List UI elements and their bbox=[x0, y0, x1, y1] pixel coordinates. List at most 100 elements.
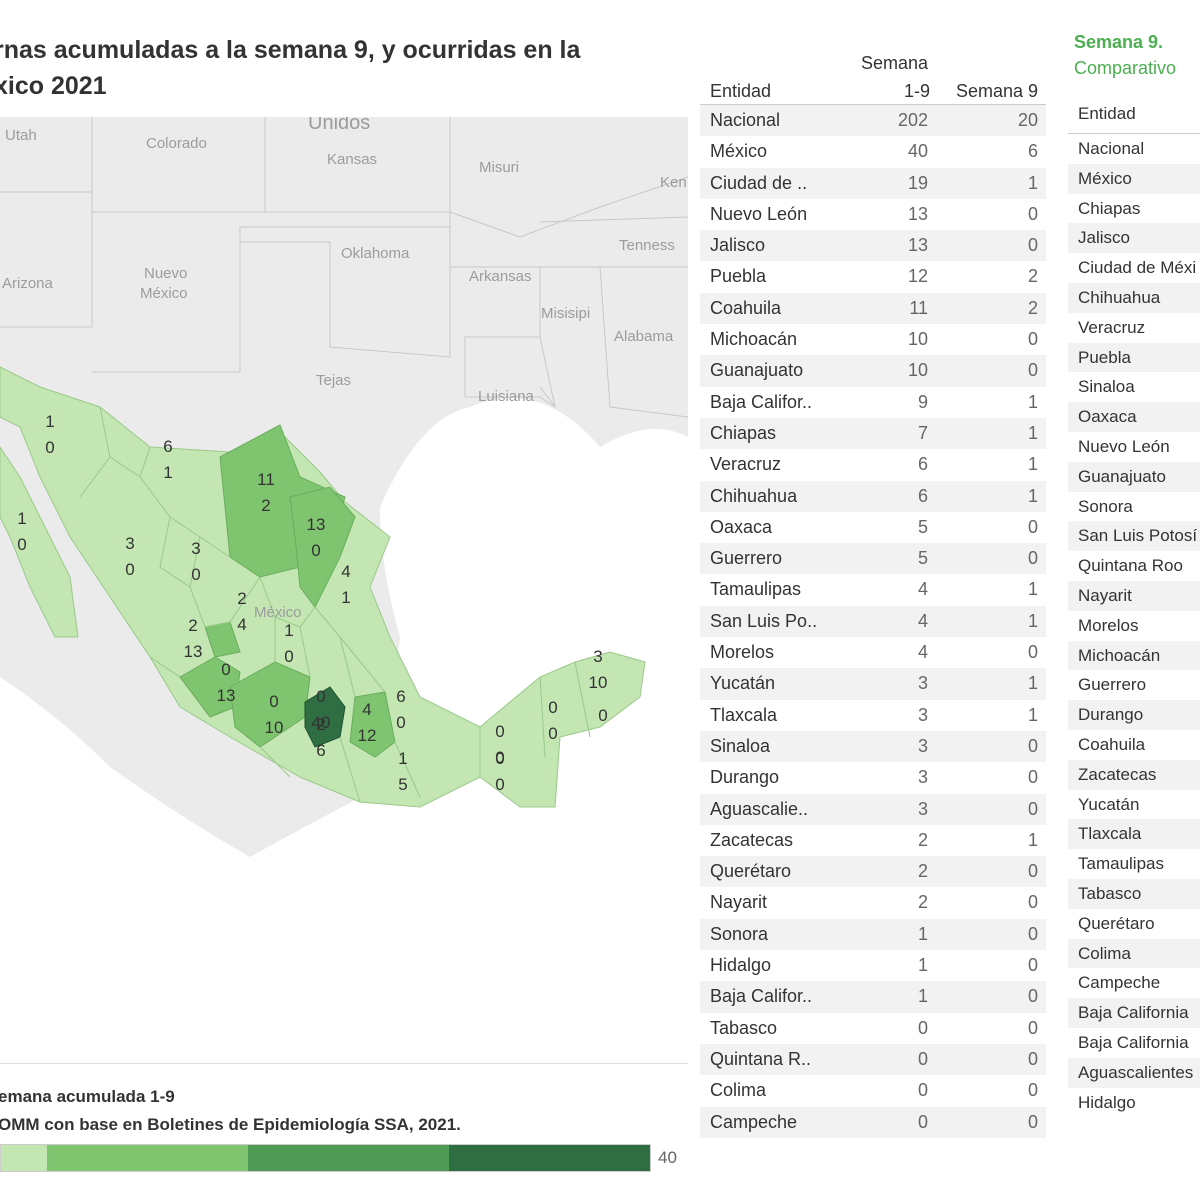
comparison-row[interactable]: Oaxaca bbox=[1068, 402, 1200, 432]
cell-entity: Guanajuato bbox=[710, 360, 804, 381]
table-row[interactable]: Nacional 202 20 bbox=[700, 105, 1046, 137]
comparison-row[interactable]: Baja California bbox=[1068, 998, 1200, 1028]
comparison-row[interactable]: Tamaulipas bbox=[1078, 854, 1164, 874]
comparison-row[interactable]: Nayarit bbox=[1068, 580, 1200, 611]
table-row[interactable]: Guerrero 5 0 bbox=[700, 543, 1046, 575]
table-row[interactable]: Sonora 1 0 bbox=[700, 918, 1046, 951]
table-row[interactable]: Zacatecas 2 1 bbox=[700, 825, 1046, 856]
comparison-row[interactable]: Tabasco bbox=[1068, 878, 1200, 909]
table-row[interactable]: Tabasco 0 0 bbox=[700, 1013, 1046, 1044]
table-row[interactable]: Colima 0 0 bbox=[700, 1075, 1046, 1106]
table-row[interactable]: San Luis Po.. 4 1 bbox=[700, 605, 1046, 638]
comparison-row[interactable]: Campeche bbox=[1078, 973, 1161, 993]
cell-accumulated: 3 bbox=[917, 767, 928, 788]
table-row[interactable]: Morelos 4 0 bbox=[700, 637, 1046, 668]
state-accumulated-count: 1 bbox=[398, 749, 407, 768]
table-row[interactable]: Puebla 12 2 bbox=[700, 261, 1046, 292]
comparison-row[interactable]: Coahuila bbox=[1078, 734, 1146, 754]
col-header-entity[interactable]: Entidad bbox=[710, 81, 772, 101]
table-row[interactable]: Aguascalie.. 3 0 bbox=[700, 793, 1046, 825]
cell-accumulated: 3 bbox=[917, 673, 928, 694]
comparison-row[interactable]: Morelos bbox=[1078, 615, 1139, 635]
table-row[interactable]: Oaxaca 5 0 bbox=[700, 512, 1046, 543]
cell-entity: Nuevo León bbox=[710, 203, 808, 224]
col-header-accumulated-line2[interactable]: 1-9 bbox=[903, 81, 930, 101]
comparison-row[interactable]: Chiapas bbox=[1078, 198, 1141, 218]
baja-california-sur[interactable] bbox=[0, 446, 79, 638]
comparison-row[interactable]: Yucatán bbox=[1078, 794, 1140, 814]
table-row[interactable]: Veracruz 6 1 bbox=[700, 449, 1046, 480]
table-row[interactable]: Chihuahua 6 1 bbox=[700, 480, 1046, 512]
cell-accumulated: 3 bbox=[917, 798, 928, 819]
table-row[interactable]: Campeche 0 0 bbox=[700, 1106, 1046, 1138]
comparison-row[interactable]: Tlaxcala bbox=[1068, 819, 1200, 850]
table-row[interactable]: Chiapas 7 1 bbox=[700, 417, 1046, 450]
state-week-count: 13 bbox=[217, 686, 236, 705]
table-row[interactable]: Nayarit 2 0 bbox=[700, 887, 1046, 918]
state-accumulated-count: 3 bbox=[593, 647, 602, 666]
table-row[interactable]: Nuevo León 13 0 bbox=[700, 199, 1046, 230]
cell-entity: Sinaloa bbox=[710, 735, 771, 756]
state-week-count: 5 bbox=[398, 775, 407, 794]
comparison-row[interactable]: Querétaro bbox=[1078, 913, 1155, 933]
comparison-row[interactable]: Baja California bbox=[1078, 1032, 1189, 1052]
table-row[interactable]: Coahuila 11 2 bbox=[700, 292, 1046, 325]
cell-week: 0 bbox=[1027, 798, 1038, 819]
region-label: Misuri bbox=[479, 159, 519, 176]
comparison-row[interactable]: Ciudad de Méxi bbox=[1078, 258, 1197, 278]
cell-accumulated: 4 bbox=[917, 642, 928, 663]
table-row[interactable]: Tlaxcala 3 1 bbox=[700, 700, 1046, 731]
comparison-row[interactable]: Colima bbox=[1068, 938, 1200, 969]
table-row[interactable]: Querétaro 2 0 bbox=[700, 856, 1046, 888]
comparison-row[interactable]: San Luis Potosí bbox=[1068, 521, 1200, 552]
comparison-row[interactable]: Guerrero bbox=[1078, 675, 1147, 695]
table-row[interactable]: Tamaulipas 4 1 bbox=[700, 574, 1046, 605]
comparison-row[interactable]: Hidalgo bbox=[1078, 1092, 1136, 1112]
comparison-row[interactable]: Durango bbox=[1068, 700, 1200, 730]
cell-accumulated: 10 bbox=[907, 360, 928, 381]
cell-accumulated: 3 bbox=[917, 735, 928, 756]
table-row[interactable]: Ciudad de .. 19 1 bbox=[700, 167, 1046, 199]
cell-week: 0 bbox=[1027, 329, 1038, 350]
cell-week: 2 bbox=[1027, 297, 1038, 318]
comparison-row[interactable]: Zacatecas bbox=[1068, 759, 1200, 790]
choropleth-map[interactable]: Utah Colorado Unidos Kansas Misuri Ken O… bbox=[0, 117, 688, 1064]
table-row[interactable]: Jalisco 13 0 bbox=[700, 230, 1046, 262]
table-row[interactable]: Baja Califor.. 1 0 bbox=[700, 981, 1046, 1013]
comparison-row[interactable]: Veracruz bbox=[1078, 317, 1146, 337]
state-nuevo-leon[interactable] bbox=[289, 486, 356, 608]
comparison-row[interactable]: Chihuahua bbox=[1068, 282, 1200, 313]
state-week-count: 0 bbox=[548, 724, 557, 743]
cell-entity: Michoacán bbox=[710, 329, 798, 350]
map-canvas[interactable]: Utah Colorado Unidos Kansas Misuri Ken O… bbox=[0, 117, 688, 1063]
table-row[interactable]: Guanajuato 10 0 bbox=[700, 355, 1046, 387]
comparison-row[interactable]: Quintana Roo bbox=[1078, 556, 1183, 576]
comparison-row[interactable]: Nacional bbox=[1078, 139, 1145, 158]
cell-accumulated: 9 bbox=[917, 391, 928, 412]
cell-accumulated: 4 bbox=[917, 579, 928, 600]
col-header-accumulated-line1[interactable]: Semana bbox=[860, 53, 928, 73]
table-row[interactable]: Quintana R.. 0 0 bbox=[700, 1043, 1046, 1076]
comparison-row[interactable]: Puebla bbox=[1068, 342, 1200, 373]
table-row[interactable]: Baja Califor.. 9 1 bbox=[700, 387, 1046, 418]
table-row[interactable]: Yucatán 3 1 bbox=[700, 668, 1046, 700]
comparison-row[interactable]: Aguascalientes bbox=[1068, 1057, 1200, 1088]
table-row[interactable]: México 40 6 bbox=[700, 136, 1046, 167]
comparison-row[interactable]: Jalisco bbox=[1068, 223, 1200, 254]
comparison-row[interactable]: Michoacán bbox=[1068, 640, 1200, 671]
comparison-row[interactable]: Guanajuato bbox=[1068, 461, 1200, 492]
comparison-row[interactable]: Sonora bbox=[1078, 496, 1133, 516]
state-accumulated-count: 0 bbox=[495, 722, 504, 741]
comparison-row[interactable]: Sinaloa bbox=[1078, 377, 1135, 397]
state-accumulated-count: 6 bbox=[396, 687, 405, 706]
table-row[interactable]: Hidalgo 1 0 bbox=[700, 950, 1046, 981]
comparison-col-header[interactable]: Entidad bbox=[1068, 88, 1200, 134]
comparison-row[interactable]: México bbox=[1068, 163, 1200, 194]
table-row[interactable]: Michoacán 10 0 bbox=[700, 324, 1046, 355]
table-row[interactable]: Durango 3 0 bbox=[700, 762, 1046, 793]
state-puebla[interactable] bbox=[349, 691, 396, 758]
comparison-row[interactable]: Nuevo León bbox=[1078, 436, 1170, 456]
table-row[interactable]: Sinaloa 3 0 bbox=[700, 730, 1046, 763]
col-header-week[interactable]: Semana 9 bbox=[955, 81, 1038, 101]
cell-week: 0 bbox=[1027, 235, 1038, 256]
